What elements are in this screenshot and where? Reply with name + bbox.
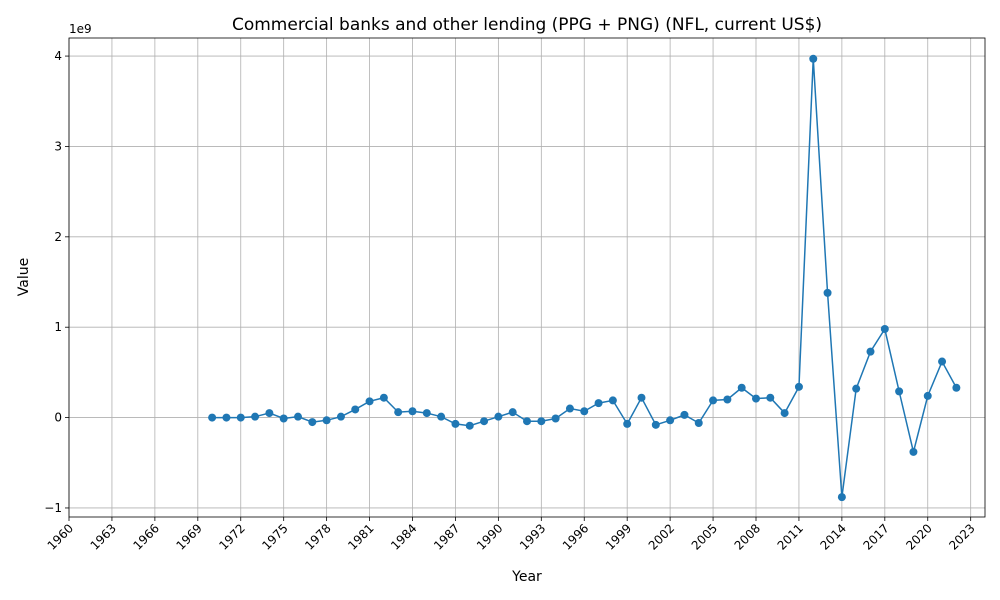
y-tick-label: 4 xyxy=(54,49,62,63)
data-point xyxy=(208,413,217,422)
x-tick-label: 1978 xyxy=(302,521,333,552)
data-point xyxy=(837,493,846,502)
data-point xyxy=(794,382,803,391)
data-point xyxy=(737,383,746,392)
data-point xyxy=(666,416,675,425)
x-tick-label: 1972 xyxy=(216,521,247,552)
y-tick-label: 1 xyxy=(54,320,62,334)
x-tick-label: 2023 xyxy=(946,521,977,552)
y-axis-label: Value xyxy=(16,258,32,296)
x-tick-label: 2011 xyxy=(775,521,806,552)
data-point xyxy=(866,347,875,356)
data-point xyxy=(723,395,732,404)
x-tick-label: 2020 xyxy=(903,521,934,552)
x-tick-label: 1981 xyxy=(345,521,376,552)
data-point xyxy=(823,288,832,297)
x-axis-ticks: 1960 1963 1966 1969 1972 1975 1978 1981 1984 1987… xyxy=(45,517,978,553)
data-point xyxy=(508,408,517,417)
y-tick-label: 2 xyxy=(54,230,62,244)
data-point xyxy=(480,417,489,426)
x-tick-label: 1993 xyxy=(517,521,548,552)
data-point xyxy=(766,393,775,402)
data-point xyxy=(780,409,789,418)
data-point xyxy=(923,391,932,400)
data-point xyxy=(308,418,317,427)
x-tick-label: 2017 xyxy=(860,521,891,552)
x-tick-label: 1999 xyxy=(603,521,634,552)
data-point xyxy=(938,357,947,366)
data-point xyxy=(580,407,589,416)
data-point xyxy=(408,407,417,416)
data-point xyxy=(952,383,961,392)
x-tick-label: 1966 xyxy=(130,521,161,552)
x-tick-label: 1960 xyxy=(45,521,76,552)
x-tick-label: 1963 xyxy=(88,521,119,552)
data-point xyxy=(322,416,331,425)
y-tick-label: −1 xyxy=(44,501,62,515)
data-point xyxy=(437,412,446,421)
data-point xyxy=(465,421,474,430)
x-tick-label: 2014 xyxy=(817,521,848,552)
grid-lines xyxy=(68,38,985,517)
data-points xyxy=(208,54,961,502)
data-point xyxy=(809,54,818,63)
data-point xyxy=(222,413,231,422)
data-point xyxy=(709,396,718,405)
data-point xyxy=(294,412,302,421)
data-point xyxy=(351,405,360,414)
data-point xyxy=(379,393,388,402)
x-tick-label: 1990 xyxy=(474,521,505,552)
y-tick-label: 0 xyxy=(54,411,62,425)
data-point xyxy=(394,408,403,417)
y-axis-ticks: −1 0 1 2 3 4 xyxy=(44,49,69,515)
data-point xyxy=(451,419,460,428)
data-point xyxy=(537,417,546,426)
data-point xyxy=(895,387,904,396)
data-point xyxy=(694,419,703,428)
data-point xyxy=(852,384,861,393)
data-point xyxy=(608,396,617,405)
data-point xyxy=(680,410,689,419)
x-tick-label: 2002 xyxy=(646,521,677,552)
data-point xyxy=(236,413,245,422)
data-point xyxy=(523,417,531,426)
data-point xyxy=(265,409,274,418)
data-point xyxy=(623,419,632,428)
x-tick-label: 1996 xyxy=(560,521,591,552)
data-point xyxy=(365,397,374,406)
chart-title: Commercial banks and other lending (PPG … xyxy=(232,15,822,35)
data-point xyxy=(551,414,560,423)
x-tick-label: 1987 xyxy=(431,521,462,552)
x-axis-label: Year xyxy=(511,569,542,585)
data-point xyxy=(336,412,345,421)
data-point xyxy=(279,414,288,423)
y-axis-offset-label: 1e9 xyxy=(69,22,92,36)
y-tick-label: 3 xyxy=(54,139,62,153)
data-point xyxy=(880,325,889,334)
x-tick-label: 1975 xyxy=(259,521,290,552)
data-point xyxy=(251,412,260,421)
data-point xyxy=(752,394,760,403)
data-point xyxy=(909,447,918,456)
data-point xyxy=(422,409,431,418)
x-tick-label: 1969 xyxy=(173,521,204,552)
plot-frame xyxy=(68,37,986,518)
x-tick-label: 2008 xyxy=(732,521,763,552)
data-point xyxy=(565,404,574,413)
data-point xyxy=(637,393,646,402)
x-tick-label: 2005 xyxy=(689,521,720,552)
data-point xyxy=(651,420,660,429)
data-point xyxy=(594,399,603,408)
x-tick-label: 1984 xyxy=(388,521,419,552)
data-point xyxy=(494,412,503,421)
